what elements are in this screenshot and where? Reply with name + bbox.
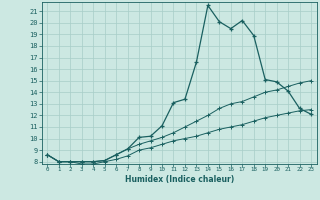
X-axis label: Humidex (Indice chaleur): Humidex (Indice chaleur)	[124, 175, 234, 184]
